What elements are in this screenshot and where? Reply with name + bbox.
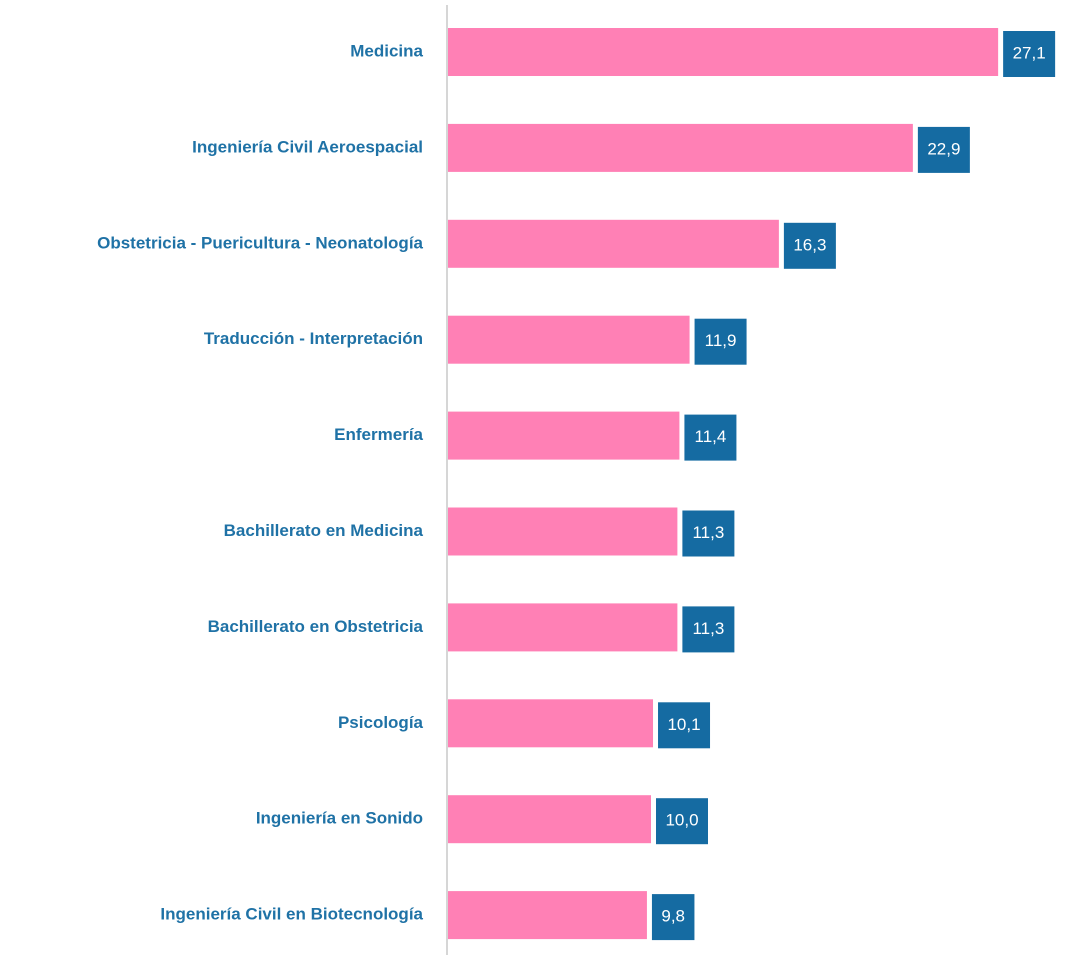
- value-label-box: [684, 414, 737, 461]
- category-label: Ingeniería Civil Aeroespacial: [192, 137, 423, 156]
- value-label: 11,3: [692, 619, 724, 638]
- value-label-box: [917, 126, 970, 173]
- bar: [448, 699, 654, 748]
- bar: [448, 603, 678, 652]
- value-label-box: [1003, 31, 1056, 77]
- category-label: Enfermería: [334, 425, 423, 444]
- category-label: Ingeniería en Sonido: [256, 809, 423, 828]
- category-label: Medicina: [350, 41, 423, 60]
- value-label: 27,1: [1013, 43, 1046, 62]
- value-label: 22,9: [927, 139, 960, 158]
- value-label-box: [694, 318, 747, 365]
- bar: [448, 219, 779, 268]
- value-label-box: [658, 702, 711, 749]
- category-label: Bachillerato en Obstetricia: [208, 617, 424, 636]
- bar: [448, 315, 690, 364]
- value-label: 10,0: [665, 811, 698, 830]
- category-label: Traducción - Interpretación: [204, 329, 423, 348]
- bar: [448, 507, 678, 556]
- bar: [448, 123, 913, 172]
- bar: [448, 411, 680, 460]
- category-label: Bachillerato en Medicina: [224, 521, 424, 540]
- value-label: 10,1: [667, 715, 700, 734]
- value-label: 11,3: [692, 523, 724, 542]
- category-label: Psicología: [338, 713, 424, 732]
- value-label-box: [682, 606, 735, 653]
- value-label: 11,9: [705, 331, 737, 350]
- value-label: 16,3: [793, 235, 826, 254]
- value-label-box: [651, 894, 695, 941]
- category-label: Obstetricia - Puericultura - Neonatologí…: [97, 233, 423, 252]
- bar: [448, 891, 647, 940]
- category-label: Ingeniería Civil en Biotecnología: [160, 905, 423, 924]
- bar: [448, 28, 999, 76]
- value-label-box: [783, 222, 836, 269]
- bar: [448, 795, 651, 844]
- value-label: 9,8: [661, 907, 685, 926]
- value-label-box: [682, 510, 735, 557]
- value-label: 11,4: [695, 427, 727, 446]
- value-label-box: [656, 798, 708, 845]
